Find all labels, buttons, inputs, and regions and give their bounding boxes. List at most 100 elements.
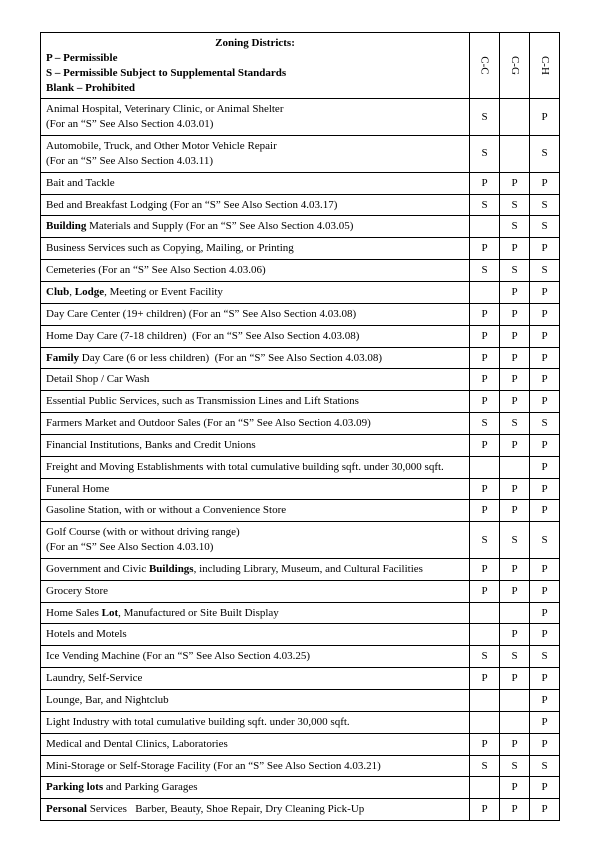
zoning-cell: S <box>500 413 530 435</box>
row-description: Ice Vending Machine (For an “S” See Also… <box>41 646 470 668</box>
zoning-cell: S <box>530 216 560 238</box>
table-row: Grocery StorePPP <box>41 580 560 602</box>
column-header-cc: C-C <box>470 33 500 99</box>
zoning-cell: P <box>500 172 530 194</box>
legend-blank: Blank – Prohibited <box>46 82 135 94</box>
zoning-cell: P <box>500 303 530 325</box>
table-row: Detail Shop / Car WashPPP <box>41 369 560 391</box>
row-description: Bait and Tackle <box>41 172 470 194</box>
table-row: Home Sales Lot, Manufactured or Site Bui… <box>41 602 560 624</box>
row-description: Business Services such as Copying, Maili… <box>41 238 470 260</box>
table-row: Lounge, Bar, and Nightclub P <box>41 690 560 712</box>
zoning-cell: P <box>500 624 530 646</box>
zoning-cell <box>470 281 500 303</box>
zoning-cell: P <box>470 369 500 391</box>
zoning-cell: P <box>530 580 560 602</box>
zoning-cell: P <box>530 99 560 136</box>
zoning-cell: S <box>470 136 500 173</box>
table-header-row: Zoning Districts: P – Permissible S – Pe… <box>41 33 560 99</box>
table-row: Government and Civic Buildings, includin… <box>41 558 560 580</box>
table-row: Farmers Market and Outdoor Sales (For an… <box>41 413 560 435</box>
row-description: Government and Civic Buildings, includin… <box>41 558 470 580</box>
zoning-cell: P <box>470 238 500 260</box>
table-row: Bait and TacklePPP <box>41 172 560 194</box>
zoning-cell <box>500 711 530 733</box>
table-row: Hotels and MotelsPP <box>41 624 560 646</box>
zoning-cell: P <box>470 558 500 580</box>
row-description: Funeral Home <box>41 478 470 500</box>
zoning-cell <box>470 690 500 712</box>
zoning-cell: S <box>500 216 530 238</box>
column-header-ch: C-H <box>530 33 560 99</box>
row-description: Laundry, Self-Service <box>41 668 470 690</box>
zoning-cell: P <box>500 733 530 755</box>
zoning-cell: P <box>530 303 560 325</box>
row-description: Bed and Breakfast Lodging (For an “S” Se… <box>41 194 470 216</box>
zoning-cell: P <box>500 281 530 303</box>
zoning-cell: P <box>500 478 530 500</box>
zoning-cell: P <box>500 500 530 522</box>
zoning-cell: S <box>500 194 530 216</box>
legend-p: P – Permissible <box>46 52 118 64</box>
zoning-cell: P <box>530 281 560 303</box>
zoning-cell: S <box>500 260 530 282</box>
row-description: Home Sales Lot, Manufactured or Site Bui… <box>41 602 470 624</box>
row-description: Mini-Storage or Self-Storage Facility (F… <box>41 755 470 777</box>
table-row: Day Care Center (19+ children) (For an “… <box>41 303 560 325</box>
zoning-cell: S <box>530 646 560 668</box>
zoning-cell: P <box>530 690 560 712</box>
zoning-cell: P <box>500 777 530 799</box>
table-row: Mini-Storage or Self-Storage Facility (F… <box>41 755 560 777</box>
row-description: Family Day Care (6 or less children) (Fo… <box>41 347 470 369</box>
row-description: Parking lots and Parking Garages <box>41 777 470 799</box>
zoning-cell: P <box>470 478 500 500</box>
zoning-cell: S <box>470 194 500 216</box>
zoning-cell: P <box>500 347 530 369</box>
zoning-cell: S <box>470 522 500 559</box>
zoning-cell: P <box>530 434 560 456</box>
zoning-cell: P <box>530 456 560 478</box>
row-description: Lounge, Bar, and Nightclub <box>41 690 470 712</box>
zoning-cell: S <box>470 413 500 435</box>
zoning-table: Zoning Districts: P – Permissible S – Pe… <box>40 32 560 821</box>
zoning-cell: P <box>470 500 500 522</box>
zoning-cell: P <box>530 602 560 624</box>
zoning-cell: P <box>500 434 530 456</box>
table-body: Animal Hospital, Veterinary Clinic, or A… <box>41 99 560 821</box>
zoning-cell: S <box>530 136 560 173</box>
zoning-cell: S <box>470 260 500 282</box>
zoning-cell <box>470 777 500 799</box>
zoning-cell: P <box>530 558 560 580</box>
row-description: Financial Institutions, Banks and Credit… <box>41 434 470 456</box>
zoning-cell <box>500 99 530 136</box>
table-row: Golf Course (with or without driving ran… <box>41 522 560 559</box>
zoning-cell: P <box>530 500 560 522</box>
row-description: Club, Lodge, Meeting or Event Facility <box>41 281 470 303</box>
table-row: Funeral HomePPP <box>41 478 560 500</box>
row-description: Automobile, Truck, and Other Motor Vehic… <box>41 136 470 173</box>
row-description: Essential Public Services, such as Trans… <box>41 391 470 413</box>
row-description: Cemeteries (For an “S” See Also Section … <box>41 260 470 282</box>
header-title: Zoning Districts: <box>46 36 464 51</box>
zoning-cell: P <box>470 434 500 456</box>
row-description: Day Care Center (19+ children) (For an “… <box>41 303 470 325</box>
zoning-cell: S <box>530 260 560 282</box>
row-description: Medical and Dental Clinics, Laboratories <box>41 733 470 755</box>
zoning-cell: P <box>470 325 500 347</box>
table-row: Animal Hospital, Veterinary Clinic, or A… <box>41 99 560 136</box>
zoning-cell: P <box>470 303 500 325</box>
table-row: Freight and Moving Establishments with t… <box>41 456 560 478</box>
zoning-cell: S <box>500 755 530 777</box>
table-row: Parking lots and Parking GaragesPP <box>41 777 560 799</box>
zoning-cell: P <box>530 369 560 391</box>
zoning-cell: P <box>530 238 560 260</box>
zoning-cell: S <box>470 99 500 136</box>
zoning-cell <box>500 456 530 478</box>
zoning-cell <box>470 624 500 646</box>
table-row: Financial Institutions, Banks and Credit… <box>41 434 560 456</box>
zoning-cell: P <box>530 347 560 369</box>
zoning-cell: S <box>530 522 560 559</box>
zoning-cell: P <box>470 391 500 413</box>
row-description: Personal Services Barber, Beauty, Shoe R… <box>41 799 470 821</box>
row-description: Golf Course (with or without driving ran… <box>41 522 470 559</box>
